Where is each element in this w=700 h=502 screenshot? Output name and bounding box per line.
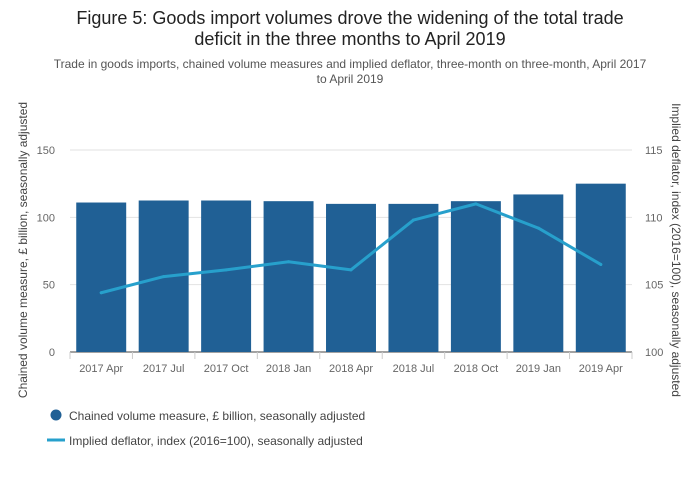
y-left-tick-label: 150: [37, 145, 55, 157]
y-right-tick-label: 110: [645, 212, 663, 224]
line-series: [99, 202, 603, 295]
x-tick-label: 2017 Jul: [143, 363, 185, 375]
y-left-tick-label: 100: [37, 212, 55, 224]
line-point: [474, 202, 478, 206]
legend-marker-bar: [50, 409, 62, 421]
bar: [326, 203, 376, 352]
line-point: [536, 226, 540, 230]
line-point: [287, 260, 291, 264]
legend-label-line: Implied deflator, index (2016=100), seas…: [69, 434, 363, 448]
legend: Chained volume measure, £ billion, seaso…: [47, 409, 365, 448]
bar: [513, 194, 564, 352]
bar: [263, 201, 314, 352]
bar: [450, 201, 501, 352]
x-tick-label: 2018 Apr: [329, 363, 373, 375]
bar: [76, 202, 127, 352]
y-axis-right-title: Implied deflator, index (2016=100), seas…: [669, 103, 683, 397]
chart-subtitle-line-1: Trade in goods imports, chained volume m…: [54, 57, 647, 71]
y-right-tick-label: 100: [645, 347, 663, 359]
bar-series: [76, 183, 626, 352]
x-tick-label: 2019 Apr: [579, 363, 623, 375]
line-point: [349, 268, 353, 272]
line-point: [599, 262, 603, 266]
x-tick-label: 2017 Apr: [79, 363, 123, 375]
x-tick-label: 2018 Jan: [266, 363, 311, 375]
x-tick-label: 2017 Oct: [204, 363, 249, 375]
bar: [201, 200, 252, 352]
x-tick-label: 2019 Jan: [516, 363, 561, 375]
x-tick-label: 2018 Oct: [454, 363, 499, 375]
y-right-tick-label: 105: [645, 280, 663, 292]
line-point: [162, 275, 166, 279]
chart-title-line-1: Figure 5: Goods import volumes drove the…: [76, 8, 623, 28]
x-tick-label: 2018 Jul: [393, 363, 435, 375]
chart-subtitle-line-2: to April 2019: [317, 72, 384, 86]
line-point: [411, 218, 415, 222]
y-right-tick-label: 115: [645, 145, 663, 157]
axis-ticks: 0 50 100 150 100 105 110 115 2017 Apr 2017 Jul 201…: [37, 145, 664, 375]
chart-title-line-2: deficit in the three months to April 201…: [194, 29, 505, 49]
y-left-tick-label: 0: [49, 347, 55, 359]
bar: [575, 183, 626, 352]
legend-label-bar: Chained volume measure, £ billion, seaso…: [69, 409, 365, 423]
bar: [388, 203, 439, 352]
y-left-tick-label: 50: [43, 280, 55, 292]
line-point: [99, 291, 103, 295]
y-axis-left-title: Chained volume measure, £ billion, seaso…: [16, 102, 30, 398]
line-point: [224, 268, 228, 272]
